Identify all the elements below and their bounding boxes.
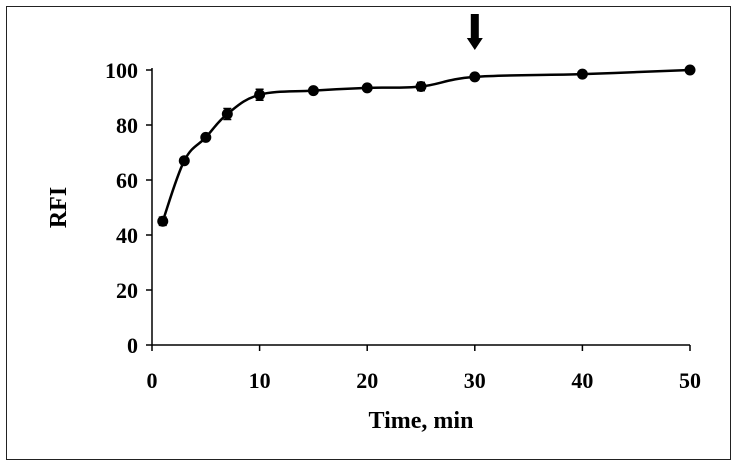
x-tick-label: 0 xyxy=(147,368,158,393)
arrow-down-icon xyxy=(466,38,483,50)
y-tick-label: 0 xyxy=(127,333,138,358)
data-point xyxy=(178,155,190,167)
x-tick-label: 30 xyxy=(464,368,486,393)
y-tick-label: 20 xyxy=(116,278,138,303)
chart-frame xyxy=(6,6,731,460)
data-point xyxy=(469,71,481,83)
y-tick-label: 60 xyxy=(116,168,138,193)
x-tick-label: 20 xyxy=(356,368,378,393)
y-axis-ticks: 0 20 40 60 80 100 xyxy=(105,58,152,358)
data-point xyxy=(157,215,169,227)
arrow-shaft xyxy=(470,14,479,39)
y-tick-label: 80 xyxy=(116,113,138,138)
x-axis-ticks: 0 10 20 30 40 50 xyxy=(147,345,701,393)
y-tick-label: 40 xyxy=(116,223,138,248)
data-point xyxy=(576,68,588,80)
x-axis-title: Time, min xyxy=(369,408,474,434)
data-point xyxy=(684,64,696,76)
data-series xyxy=(157,64,696,227)
data-point xyxy=(415,81,427,92)
x-tick-label: 10 xyxy=(249,368,271,393)
x-tick-label: 40 xyxy=(571,368,593,393)
data-point xyxy=(221,108,233,120)
axes xyxy=(151,68,690,346)
y-axis-title: RFI xyxy=(46,187,72,228)
x-tick-label: 50 xyxy=(679,368,701,393)
data-point xyxy=(254,89,266,101)
series-line xyxy=(161,68,691,222)
y-tick-label: 100 xyxy=(105,58,138,83)
data-point xyxy=(200,131,212,143)
data-point xyxy=(307,85,319,97)
annotations xyxy=(466,14,483,50)
data-point xyxy=(361,82,373,94)
